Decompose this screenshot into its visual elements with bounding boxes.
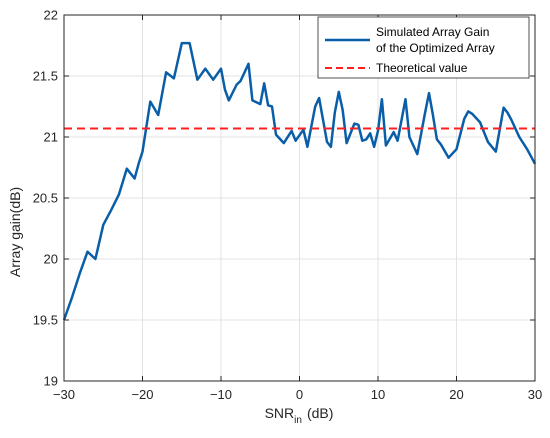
legend-label-simulated-line1: Simulated Array Gain (376, 25, 489, 39)
y-tick-label: 19 (44, 374, 58, 389)
x-tick-label: 10 (371, 387, 385, 402)
y-tick-label: 22 (44, 8, 58, 23)
x-axis-title: SNRin (dB) (265, 405, 334, 426)
y-tick-label: 21 (44, 130, 58, 145)
x-tick-label: 0 (296, 387, 303, 402)
series-line-simulated (62, 41, 537, 321)
x-tick-label: 20 (449, 387, 463, 402)
x-axis-title-unit: (dB) (307, 405, 333, 421)
y-axis-title: Array gain(dB) (7, 187, 23, 277)
x-tick-label: −20 (131, 387, 153, 402)
y-tick-label: 20.5 (33, 191, 58, 206)
series-layer (62, 41, 537, 321)
x-tick-label: −30 (53, 387, 75, 402)
x-axis-title-main: SNR (265, 405, 295, 421)
y-tick-label: 21.5 (33, 69, 58, 84)
x-axis-title-subscript: in (294, 415, 302, 426)
legend: Simulated Array Gain of the Optimized Ar… (317, 16, 530, 79)
legend-label-theoretical: Theoretical value (376, 61, 468, 75)
legend-label-simulated-line2: of the Optimized Array (376, 41, 495, 55)
y-tick-label: 20 (44, 252, 58, 267)
y-tick-label: 19.5 (33, 313, 58, 328)
x-tick-label: −10 (210, 387, 232, 402)
x-tick-label: 30 (528, 387, 542, 402)
axis-ticks: −30 −20 −10 0 10 20 30 19 19.5 20 20.5 21 21.5 22 (33, 8, 543, 403)
